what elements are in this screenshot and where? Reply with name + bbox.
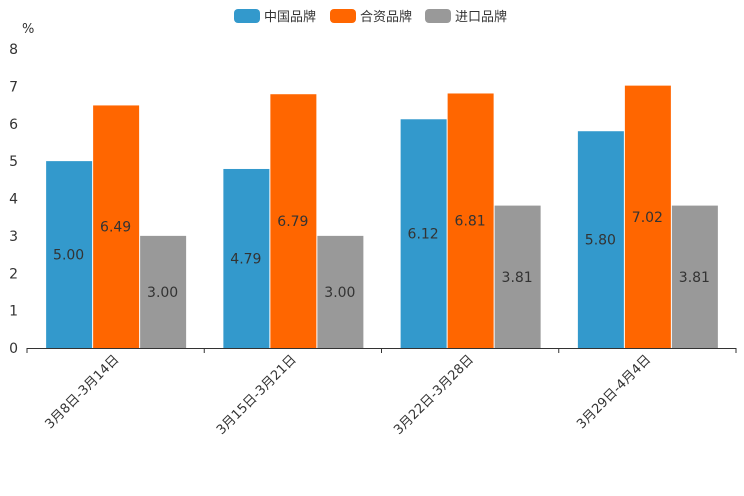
bar-2-3[interactable] xyxy=(317,235,364,348)
x-axis-ticks xyxy=(26,348,737,353)
data-label: 3.81 xyxy=(679,270,710,286)
y-tick-label: 0 xyxy=(9,341,18,357)
legend-swatch-3[interactable] xyxy=(425,9,451,23)
bar-1-3[interactable] xyxy=(140,235,187,348)
y-tick-label: 3 xyxy=(9,229,18,245)
legend-label-1[interactable]: 中国品牌 xyxy=(264,9,316,25)
data-labels: 5.00 6.49 3.00 4.79 6.79 3.00 6.12 6.81 3.81 5.80… xyxy=(53,210,710,301)
data-label: 6.49 xyxy=(100,220,131,236)
data-label: 3.00 xyxy=(324,285,355,301)
bars xyxy=(46,85,718,348)
bar-2-1[interactable] xyxy=(223,168,270,348)
bar-4-1[interactable] xyxy=(577,131,624,348)
y-unit-label: % xyxy=(22,22,34,37)
y-tick-label: 7 xyxy=(9,79,18,95)
y-axis-ticks: 0 1 2 3 4 5 6 7 8 xyxy=(9,42,18,357)
category-label: 3月15日-3月21日 xyxy=(214,352,300,438)
data-label: 5.00 xyxy=(53,248,84,264)
category-label: 3月22日-3月28日 xyxy=(391,352,477,438)
data-label: 6.81 xyxy=(455,214,486,230)
data-label: 7.02 xyxy=(632,210,663,226)
legend: 中国品牌 合资品牌 进口品牌 xyxy=(234,9,507,25)
y-tick-label: 1 xyxy=(9,304,18,320)
y-tick-label: 5 xyxy=(9,154,18,170)
data-label: 6.79 xyxy=(277,214,308,230)
bar-2-2[interactable] xyxy=(270,94,317,348)
data-label: 6.12 xyxy=(408,227,439,243)
data-label: 3.81 xyxy=(502,270,533,286)
bar-1-2[interactable] xyxy=(93,105,140,348)
bar-3-1[interactable] xyxy=(400,119,447,348)
legend-label-2[interactable]: 合资品牌 xyxy=(360,9,412,25)
data-label: 3.00 xyxy=(147,285,178,301)
data-label: 5.80 xyxy=(585,233,616,249)
bar-3-2[interactable] xyxy=(447,93,494,348)
y-tick-label: 6 xyxy=(9,117,18,133)
bar-4-3[interactable] xyxy=(671,205,718,348)
legend-swatch-2[interactable] xyxy=(330,9,356,23)
legend-swatch-1[interactable] xyxy=(234,9,260,23)
bar-3-3[interactable] xyxy=(494,205,541,348)
bar-1-1[interactable] xyxy=(46,161,93,348)
bar-4-2[interactable] xyxy=(624,85,671,348)
category-label: 3月29日-4月4日 xyxy=(574,352,654,432)
y-tick-label: 4 xyxy=(9,192,18,208)
y-tick-label: 2 xyxy=(9,266,18,282)
legend-label-3[interactable]: 进口品牌 xyxy=(455,9,507,25)
category-labels: 3月8日-3月14日 3月15日-3月21日 3月22日-3月28日 3月29日-4月… xyxy=(43,352,655,438)
category-label: 3月8日-3月14日 xyxy=(43,352,123,432)
data-label: 4.79 xyxy=(230,251,261,267)
y-tick-label: 8 xyxy=(9,42,18,58)
